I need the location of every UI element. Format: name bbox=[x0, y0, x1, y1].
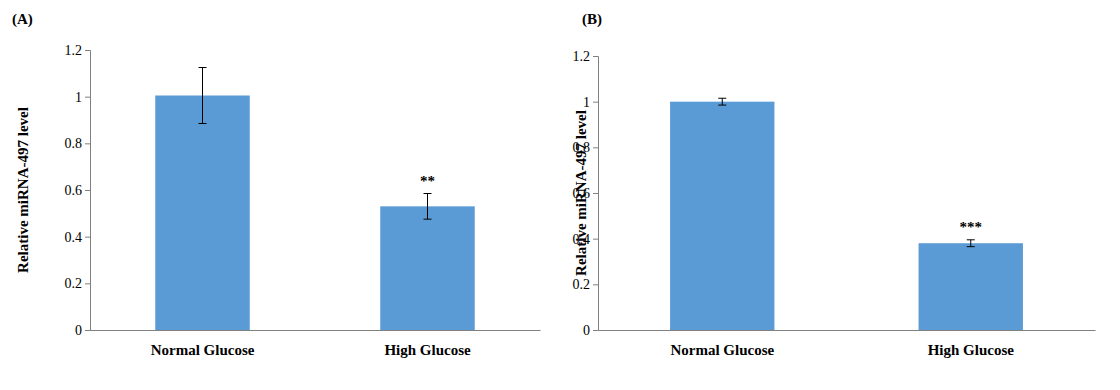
x-tick-label: Normal Glucose bbox=[151, 342, 255, 358]
y-tick: 0.2 bbox=[573, 277, 599, 292]
y-tick: 0.8 bbox=[65, 136, 91, 151]
y-tick: 0.2 bbox=[65, 276, 91, 291]
significance: ** bbox=[420, 173, 435, 189]
y-tick-mark bbox=[593, 239, 598, 240]
y-tick: 1.2 bbox=[573, 49, 599, 64]
error-bar-stem bbox=[970, 240, 971, 247]
y-axis: 0 0.2 0.4 0.6 0.8 1 1.2 bbox=[65, 43, 91, 338]
x-tick: Normal Glucose bbox=[151, 330, 255, 358]
error-bar bbox=[199, 68, 207, 124]
bar bbox=[670, 102, 774, 330]
y-tick: 0.6 bbox=[65, 183, 91, 198]
y-tick-label: 0.8 bbox=[65, 136, 83, 151]
x-axis: Normal Glucose High Glucose bbox=[91, 330, 541, 358]
error-bar-stem bbox=[202, 68, 203, 124]
bar bbox=[380, 206, 475, 330]
error-bar-cap bbox=[967, 239, 975, 240]
error-bar-cap bbox=[199, 123, 207, 124]
y-tick-label: 0.6 bbox=[65, 183, 83, 198]
y-axis-line bbox=[593, 57, 599, 331]
error-bar-cap bbox=[424, 219, 432, 220]
y-tick-mark bbox=[593, 147, 598, 148]
y-tick: 0 bbox=[583, 323, 598, 338]
y-tick-label: 0.2 bbox=[573, 277, 591, 292]
y-tick-mark bbox=[85, 50, 90, 51]
plot-area bbox=[670, 98, 1023, 330]
panel: ***00.20.40.60.811.2Normal GlucoseHigh G… bbox=[573, 11, 1096, 358]
y-tick-mark bbox=[85, 190, 90, 191]
x-axis-line bbox=[91, 330, 541, 331]
y-tick-label: 1.2 bbox=[573, 49, 591, 64]
y-axis-title: Relative miRNA-497 level bbox=[15, 107, 31, 273]
y-tick-label: 0 bbox=[75, 323, 82, 338]
significance: *** bbox=[960, 219, 983, 235]
x-tick: High Glucose bbox=[384, 330, 471, 358]
y-tick-label: 1 bbox=[583, 95, 590, 110]
error-bar-cap bbox=[967, 246, 975, 247]
y-tick-label: 0 bbox=[583, 323, 590, 338]
y-tick-mark bbox=[593, 193, 598, 194]
error-bar-cap bbox=[199, 67, 207, 68]
error-bar bbox=[424, 194, 432, 220]
y-tick: 1 bbox=[75, 90, 90, 105]
y-tick-mark bbox=[85, 143, 90, 144]
bar bbox=[919, 243, 1023, 330]
error-bar bbox=[967, 240, 975, 247]
error-bar-stem bbox=[427, 194, 428, 220]
y-axis-title: Relative miRNA-497 level bbox=[573, 110, 589, 276]
y-tick: 1.2 bbox=[65, 43, 91, 58]
y-axis-line bbox=[85, 51, 91, 331]
y-tick-mark bbox=[85, 97, 90, 98]
y-tick-label: 1 bbox=[75, 90, 82, 105]
y-tick-label: 0.4 bbox=[65, 230, 83, 245]
x-tick: Normal Glucose bbox=[670, 330, 774, 358]
error-bar-cap bbox=[424, 193, 432, 194]
plot-area bbox=[155, 68, 475, 331]
x-tick-label: High Glucose bbox=[384, 342, 471, 358]
y-tick-mark bbox=[593, 330, 598, 331]
y-tick-mark bbox=[85, 283, 90, 284]
y-tick-mark bbox=[85, 237, 90, 238]
x-axis-line bbox=[599, 330, 1096, 331]
figure: ** 0 0.2 0.4 0.6 0.8 1 1.2 Normal Glucose High Gl… bbox=[0, 0, 1120, 390]
y-axis: 00.20.40.60.811.2 bbox=[573, 49, 599, 338]
y-tick-mark bbox=[85, 330, 90, 331]
panel-label: (B) bbox=[582, 11, 602, 28]
y-tick-label: 1.2 bbox=[65, 43, 83, 58]
y-tick: 1 bbox=[583, 95, 598, 110]
error-bar bbox=[718, 98, 726, 105]
panel: ** 0 0.2 0.4 0.6 0.8 1 1.2 Normal Glucose High Gl… bbox=[12, 11, 541, 358]
y-tick-mark bbox=[593, 284, 598, 285]
y-tick: 0.4 bbox=[65, 230, 91, 245]
y-tick-mark bbox=[593, 56, 598, 57]
bar bbox=[155, 96, 250, 331]
x-tick: High Glucose bbox=[928, 330, 1015, 358]
y-tick-mark bbox=[593, 102, 598, 103]
y-tick: 0 bbox=[75, 323, 90, 338]
x-tick-label: Normal Glucose bbox=[670, 342, 774, 358]
error-bar-stem bbox=[722, 98, 723, 105]
error-bar-cap bbox=[718, 105, 726, 106]
x-axis: Normal Glucose High Glucose bbox=[599, 330, 1096, 358]
error-bar-cap bbox=[718, 98, 726, 99]
panel-label: (A) bbox=[12, 11, 33, 28]
y-tick-label: 0.2 bbox=[65, 276, 83, 291]
x-tick-label: High Glucose bbox=[928, 342, 1015, 358]
